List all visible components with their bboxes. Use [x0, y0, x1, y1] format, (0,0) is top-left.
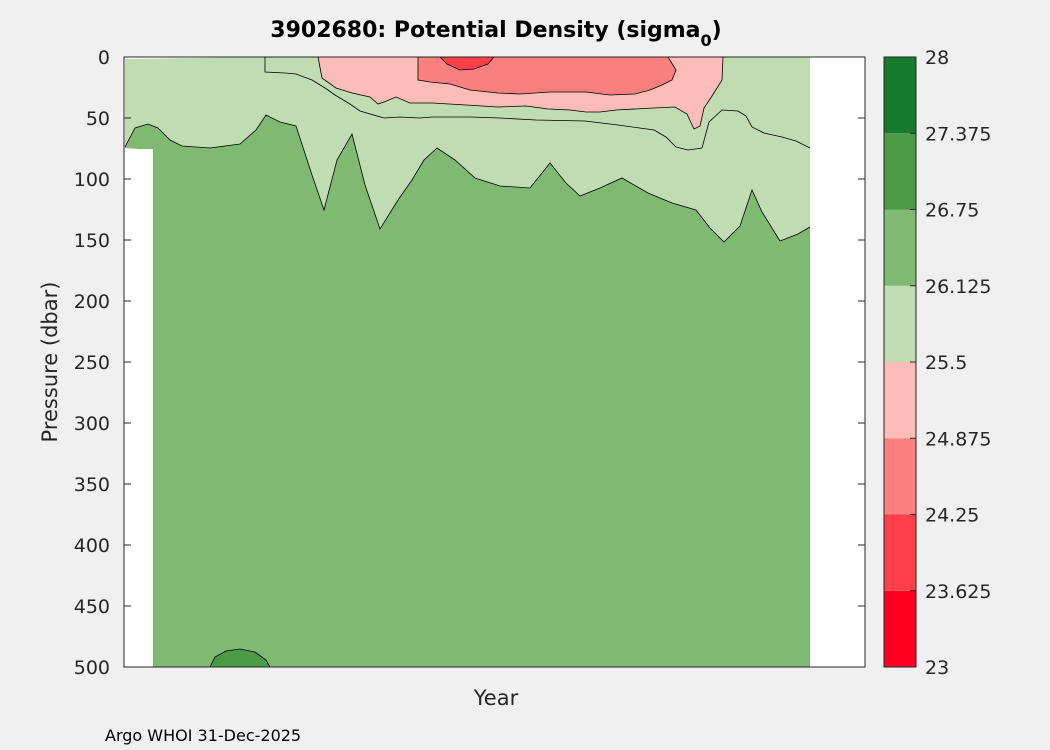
no-data-right: [810, 57, 865, 667]
y-tick-label: 400: [74, 535, 110, 557]
colorbar-band: [884, 133, 916, 210]
colorbar-tick-label: 24.25: [925, 505, 979, 527]
plot-area: [123, 56, 866, 668]
colorbar-tick-label: 27.375: [925, 123, 991, 145]
y-tick-label: 350: [74, 474, 110, 496]
colorbar-tick-label: 25.5: [925, 352, 967, 374]
contour-line-6: [209, 648, 271, 668]
colorbar-band: [884, 362, 916, 439]
y-tick-label: 200: [74, 291, 110, 313]
region-lower-density: [418, 57, 676, 95]
contour-line-3: [317, 56, 724, 130]
contour-line-2: [264, 57, 811, 151]
region-deep: [125, 115, 810, 667]
y-tick-label: 500: [74, 657, 110, 679]
colorbar-tick-label: 26.75: [925, 200, 979, 222]
colorbar-tick-label: 28: [925, 47, 949, 69]
y-tick-label: 100: [74, 169, 110, 191]
y-tick-label: 0: [98, 47, 110, 69]
colorbar-tick-label: 23.625: [925, 581, 991, 603]
contour-line-1: [124, 114, 811, 243]
y-tick-label: 250: [74, 352, 110, 374]
contour-line-4: [417, 56, 677, 96]
chart-title: 3902680: Potential Density (sigma0): [270, 18, 721, 50]
x-axis-label: Year: [473, 686, 519, 710]
y-axis-label: Pressure (dbar): [38, 282, 62, 443]
colorbar-band: [884, 514, 916, 591]
y-tick-label: 450: [74, 596, 110, 618]
y-tick-label: 150: [74, 230, 110, 252]
colorbar-band: [884, 209, 916, 286]
y-axis: 0 50 100 150 200 250 300 350 400 450 500: [74, 47, 865, 679]
region-deep-dense-patch: [210, 649, 270, 667]
colorbar-band: [884, 285, 916, 362]
colorbar-band: [884, 438, 916, 515]
colorbar-tick-label: 26.125: [925, 276, 991, 298]
y-tick-label: 50: [86, 108, 110, 130]
colorbar-band: [884, 57, 916, 134]
colorbar: 23 23.625 24.25 24.875 25.5 26.125 26.75 27.375…: [883, 47, 991, 679]
no-data-left: [124, 149, 153, 667]
colorbar-band: [884, 590, 916, 667]
colorbar-tick-label: 23: [925, 657, 949, 679]
contour-line-5: [439, 56, 495, 71]
colorbar-tick-label: 24.875: [925, 428, 991, 450]
y-tick-label: 300: [74, 413, 110, 435]
credit-text: Argo WHOI 31-Dec-2025: [105, 726, 301, 745]
